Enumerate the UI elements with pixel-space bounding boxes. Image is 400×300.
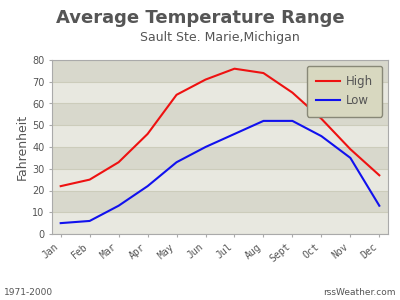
Title: Sault Ste. Marie,Michigan: Sault Ste. Marie,Michigan — [140, 31, 300, 44]
Bar — [52, 125, 388, 147]
Low — [348, 156, 353, 160]
Line: Low: Low — [61, 121, 379, 223]
High — [232, 67, 237, 70]
Low — [319, 134, 324, 138]
Line: High: High — [61, 69, 379, 186]
Text: 1971-2000: 1971-2000 — [4, 288, 53, 297]
High — [261, 71, 266, 75]
Bar — [52, 103, 388, 125]
Low — [290, 119, 295, 123]
Low — [377, 204, 382, 208]
Low — [203, 145, 208, 149]
Bar — [52, 169, 388, 190]
High — [377, 173, 382, 177]
Low — [261, 119, 266, 123]
Text: Average Temperature Range: Average Temperature Range — [56, 9, 344, 27]
High — [87, 178, 92, 181]
Legend: High, Low: High, Low — [306, 66, 382, 117]
Bar — [52, 212, 388, 234]
Low — [58, 221, 63, 225]
Low — [174, 160, 179, 164]
High — [174, 93, 179, 97]
Text: rssWeather.com: rssWeather.com — [324, 288, 396, 297]
Low — [87, 219, 92, 223]
High — [116, 160, 121, 164]
Bar — [52, 82, 388, 104]
Y-axis label: Fahrenheit: Fahrenheit — [16, 114, 29, 180]
High — [290, 91, 295, 94]
High — [203, 78, 208, 81]
Bar — [52, 147, 388, 169]
High — [58, 184, 63, 188]
Low — [116, 204, 121, 208]
High — [319, 117, 324, 121]
High — [145, 132, 150, 136]
Low — [232, 132, 237, 136]
Low — [145, 184, 150, 188]
Bar — [52, 60, 388, 82]
High — [348, 147, 353, 151]
Bar — [52, 190, 388, 212]
